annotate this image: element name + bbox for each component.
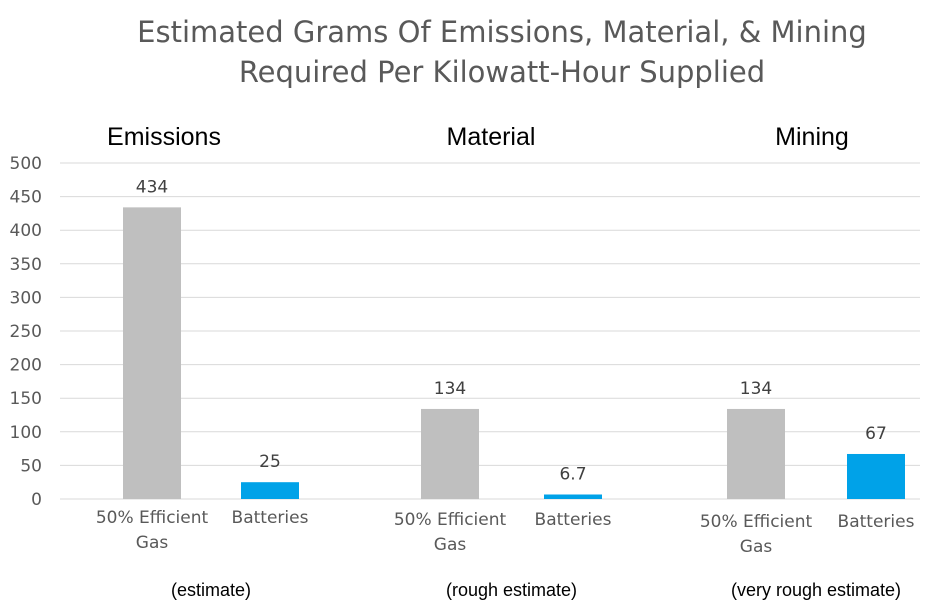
- category-label: Batteries: [232, 508, 309, 528]
- category-label: Batteries: [838, 512, 915, 532]
- category-label: 50% Efficient: [394, 510, 507, 530]
- bar: [727, 408, 785, 499]
- category-label: Gas: [434, 535, 467, 555]
- category-label: Gas: [740, 537, 773, 557]
- data-label: 6.7: [559, 464, 586, 484]
- group-titles: Emissions Material Mining: [107, 123, 849, 151]
- group-note: (very rough estimate): [731, 580, 901, 600]
- bars: [123, 207, 905, 500]
- bar: [544, 494, 602, 499]
- bar: [123, 207, 181, 500]
- data-label: 134: [434, 379, 466, 399]
- data-label: 434: [136, 177, 168, 197]
- group-title: Mining: [775, 123, 849, 151]
- group-note: (estimate): [171, 580, 251, 600]
- y-tick-label: 100: [10, 423, 42, 443]
- labels: (estimate) 434 50% Efficient Gas 25 Batteries…: [96, 177, 915, 600]
- y-tick-label: 150: [10, 389, 42, 409]
- bar: [847, 453, 905, 499]
- y-tick-label: 450: [10, 188, 42, 208]
- y-tick-label: 50: [20, 456, 42, 476]
- category-label: 50% Efficient: [700, 512, 813, 532]
- bar: [421, 408, 479, 499]
- bar: [241, 482, 299, 499]
- group-title: Emissions: [107, 123, 221, 151]
- data-label: 25: [259, 452, 281, 472]
- chart-title-line-2: Required Per Kilowatt-Hour Supplied: [239, 55, 765, 89]
- group-title: Material: [447, 123, 536, 151]
- y-axis-ticks: 0 50 100 150 200 250 300 350 400 450 500: [10, 154, 42, 510]
- chart-title-line-1: Estimated Grams Of Emissions, Material, …: [137, 15, 867, 49]
- data-label: 134: [740, 379, 772, 399]
- y-tick-label: 350: [10, 255, 42, 275]
- y-tick-label: 400: [10, 221, 42, 241]
- data-label: 67: [865, 424, 887, 444]
- gridlines: [60, 162, 920, 500]
- category-label: Gas: [136, 533, 169, 553]
- y-tick-label: 0: [31, 490, 42, 510]
- category-label: Batteries: [535, 510, 612, 530]
- y-tick-label: 250: [10, 322, 42, 342]
- y-tick-label: 300: [10, 288, 42, 308]
- y-tick-label: 500: [10, 154, 42, 174]
- y-tick-label: 200: [10, 356, 42, 376]
- category-label: 50% Efficient: [96, 508, 209, 528]
- group-note: (rough estimate): [446, 580, 577, 600]
